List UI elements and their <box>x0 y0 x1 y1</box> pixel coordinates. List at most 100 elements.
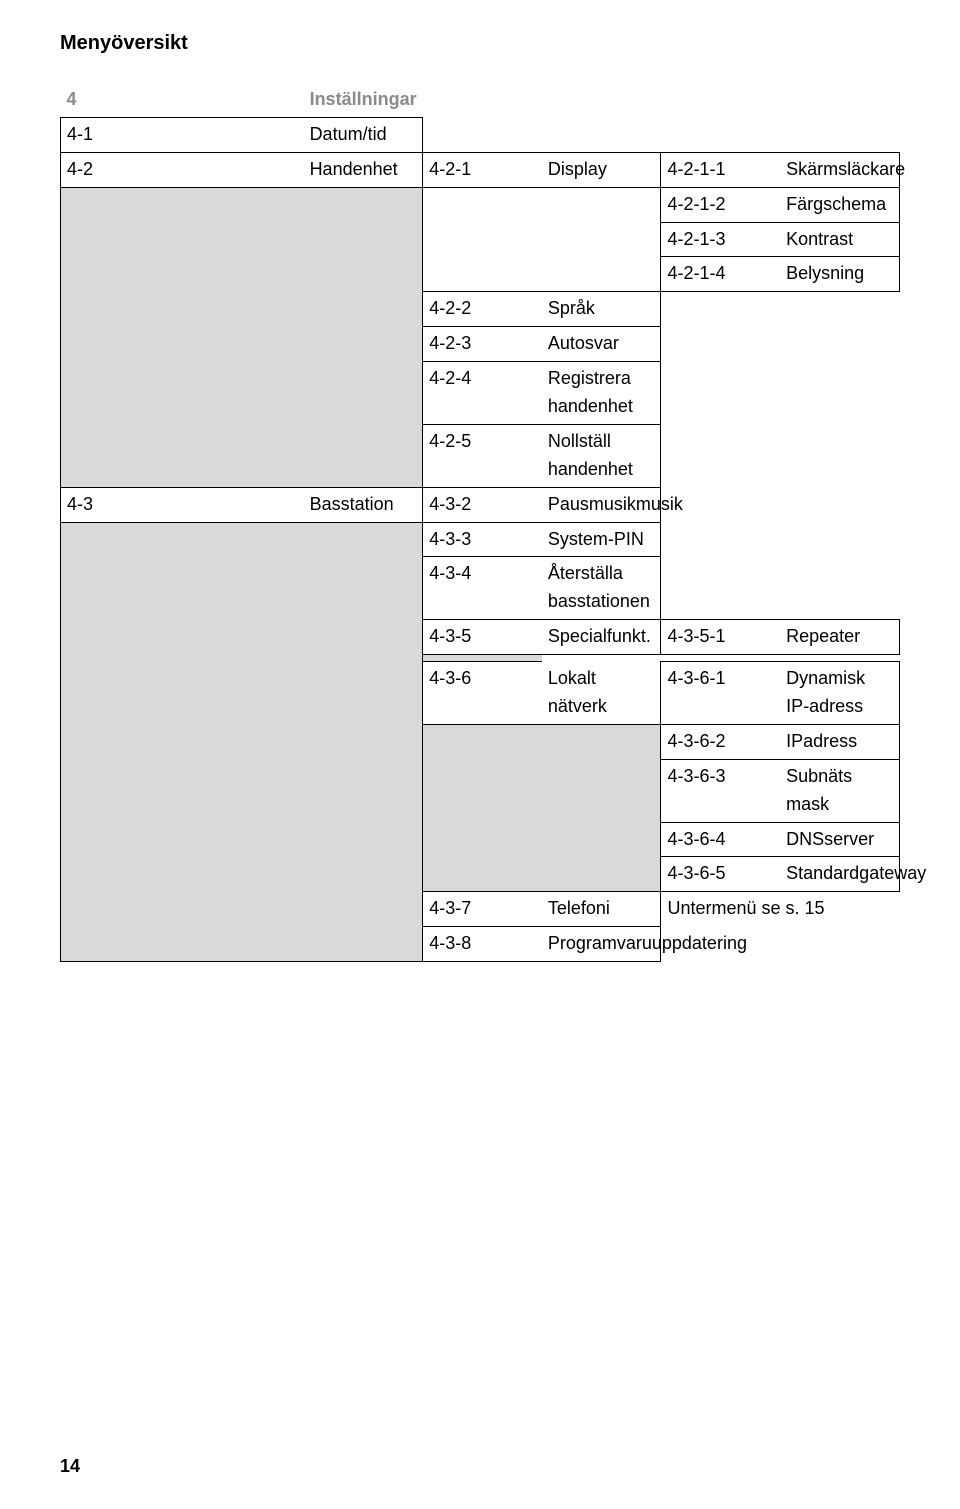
cell-note: Untermenü se s. 15 <box>661 892 900 927</box>
table-row: 4-3 Basstation 4-3-2 Pausmusikmusik <box>61 487 900 522</box>
cell-name: Standardgateway <box>780 857 899 892</box>
shaded-cell <box>304 327 423 362</box>
cell-num: 4-3-6-5 <box>661 857 780 892</box>
table-row: 4-2-3 Autosvar <box>61 327 900 362</box>
shaded-cell <box>542 759 661 822</box>
cell-name: Handenhet <box>304 152 423 187</box>
shaded-cell <box>304 662 423 725</box>
shaded-cell <box>304 620 423 655</box>
cell-name: IPadress <box>780 724 899 759</box>
shaded-cell <box>61 857 304 892</box>
shaded-cell <box>61 522 304 557</box>
cell-name: Återställa basstationen <box>542 557 661 620</box>
cell-name: Programvaruuppdatering <box>542 927 661 962</box>
table-row: 4-3-6-2 IPadress <box>61 724 900 759</box>
menu-table: 4 Inställningar 4-1 Datum/tid 4-2 Handen… <box>60 83 900 962</box>
cell-name: System-PIN <box>542 522 661 557</box>
cell-name: Display <box>542 152 661 187</box>
shaded-cell <box>304 892 423 927</box>
blank-cell <box>542 187 661 222</box>
table-row: 4-2-5 Nollställ handenhet <box>61 424 900 487</box>
page: Menyöversikt 4 Inställningar 4-1 Datum/t… <box>0 0 960 1509</box>
table-row: 4-3-3 System-PIN <box>61 522 900 557</box>
cell-num: 4-3-6-1 <box>661 662 780 725</box>
cell-name: Skärmsläckare <box>780 152 899 187</box>
cell-num: 4-2-1-3 <box>661 222 780 257</box>
shaded-cell <box>423 822 542 857</box>
shaded-cell <box>304 522 423 557</box>
table-row: 4-3-5 Specialfunkt. 4-3-5-1 Repeater <box>61 620 900 655</box>
shaded-cell <box>61 620 304 655</box>
shaded-cell <box>423 724 542 759</box>
table-row <box>61 655 900 662</box>
blank-cell <box>423 222 542 257</box>
shaded-cell <box>61 557 304 620</box>
table-row: 4-3-6-4 DNSserver <box>61 822 900 857</box>
shaded-cell <box>542 822 661 857</box>
shaded-cell <box>304 759 423 822</box>
cell-name: Registrera handenhet <box>542 362 661 425</box>
cell-name: Lokalt nätverk <box>542 662 661 725</box>
cell-name: Datum/tid <box>304 117 423 152</box>
cell-num: 4-3-6-2 <box>661 724 780 759</box>
shaded-cell <box>423 857 542 892</box>
cell-name: Repeater <box>780 620 899 655</box>
shaded-cell <box>304 724 423 759</box>
shaded-cell <box>61 424 304 487</box>
cell-num: 4-3 <box>61 487 304 522</box>
table-row: 4-3-6-3 Subnäts mask <box>61 759 900 822</box>
shaded-cell <box>61 892 304 927</box>
shaded-cell <box>304 292 423 327</box>
page-number: 14 <box>60 1456 80 1477</box>
cell-num: 4-1 <box>61 117 304 152</box>
cell-num: 4-2-4 <box>423 362 542 425</box>
cell-num: 4-2-1-4 <box>661 257 780 292</box>
page-title: Menyöversikt <box>60 32 900 55</box>
shaded-cell <box>61 362 304 425</box>
table-row: 4-3-6-5 Standardgateway <box>61 857 900 892</box>
table-row: 4-2-1-4 Belysning <box>61 257 900 292</box>
cell-name: Belysning <box>780 257 899 292</box>
shaded-cell <box>304 557 423 620</box>
table-row: 4-2-4 Registrera handenhet <box>61 362 900 425</box>
blank-cell <box>423 187 542 222</box>
table-row: 4-2 Handenhet 4-2-1 Display 4-2-1-1 Skär… <box>61 152 900 187</box>
shaded-cell <box>61 292 304 327</box>
shaded-cell <box>304 927 423 962</box>
cell-num: 4-3-4 <box>423 557 542 620</box>
shaded-cell <box>542 857 661 892</box>
cell-name: DNSserver <box>780 822 899 857</box>
cell-num: 4-3-6 <box>423 662 542 725</box>
table-row: 4-3-8 Programvaruuppdatering <box>61 927 900 962</box>
cell-name: Subnäts mask <box>780 759 899 822</box>
cell-num: 4-3-3 <box>423 522 542 557</box>
cell-name: Autosvar <box>542 327 661 362</box>
shaded-cell <box>61 662 304 725</box>
table-row: 4-3-6 Lokalt nätverk 4-3-6-1 Dynamisk IP… <box>61 662 900 725</box>
cell-name: Färgschema <box>780 187 899 222</box>
cell-name: Språk <box>542 292 661 327</box>
table-row: 4-2-2 Språk <box>61 292 900 327</box>
shaded-cell <box>304 822 423 857</box>
blank-cell <box>542 222 661 257</box>
section-name: Inställningar <box>304 83 900 117</box>
cell-num: 4-3-2 <box>423 487 542 522</box>
shaded-cell <box>61 927 304 962</box>
cell-name: Pausmusikmusik <box>542 487 661 522</box>
cell-name: Kontrast <box>780 222 899 257</box>
cell-num: 4-3-6-3 <box>661 759 780 822</box>
cell-num: 4-2-2 <box>423 292 542 327</box>
shaded-cell <box>61 724 304 759</box>
cell-name: Specialfunkt. <box>542 620 661 655</box>
section-heading: 4 Inställningar <box>61 83 900 117</box>
cell-num: 4-3-7 <box>423 892 542 927</box>
shaded-cell <box>304 187 423 222</box>
cell-num: 4-3-5 <box>423 620 542 655</box>
table-row: 4-3-4 Återställa basstationen <box>61 557 900 620</box>
shaded-cell <box>61 327 304 362</box>
shaded-cell <box>61 222 304 257</box>
cell-num: 4-2-3 <box>423 327 542 362</box>
cell-num: 4-2-1-2 <box>661 187 780 222</box>
shaded-cell <box>304 362 423 425</box>
shaded-cell <box>304 424 423 487</box>
